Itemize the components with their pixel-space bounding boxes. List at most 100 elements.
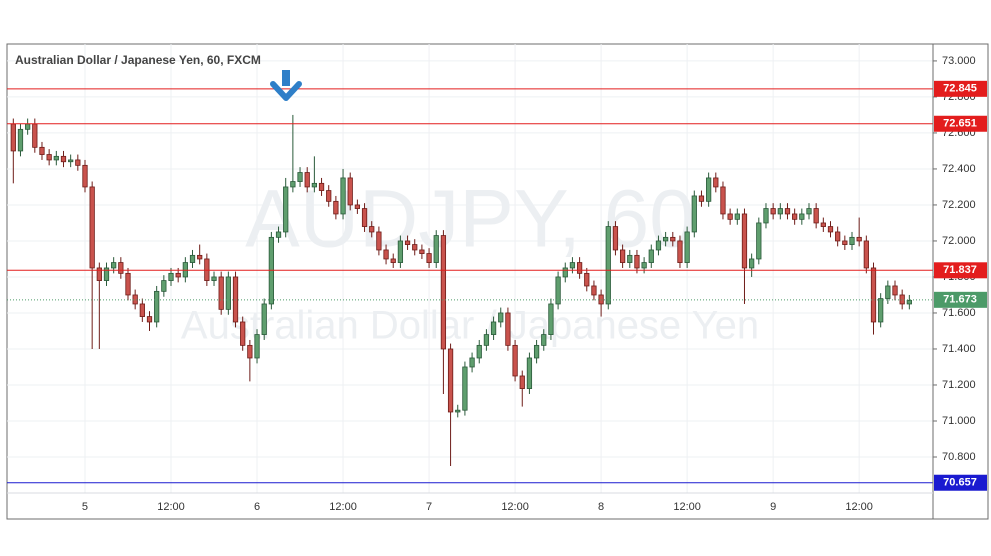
x-tick-label: 8: [598, 501, 604, 513]
candle-body: [440, 235, 447, 350]
candle-body: [541, 334, 547, 346]
candle-body: [706, 177, 712, 202]
candle-body: [247, 344, 253, 359]
candle-body: [670, 236, 676, 242]
candle-body: [240, 321, 246, 346]
y-tick-label: 72.200: [942, 199, 976, 211]
candle-body: [397, 240, 404, 263]
y-tick-label: 70.800: [942, 451, 976, 463]
candle-body: [727, 213, 733, 220]
candle-body: [799, 213, 805, 220]
candle-body: [426, 253, 432, 263]
candle-body: [548, 303, 554, 335]
candle-body: [526, 357, 533, 389]
candle-body: [584, 272, 590, 287]
candle-body: [605, 226, 611, 305]
candle-body: [103, 267, 110, 281]
candle-body: [340, 177, 346, 215]
axes: 70.80071.00071.20071.40071.60071.80072.0…: [82, 55, 987, 513]
candle-body: [641, 262, 647, 269]
candle-body: [569, 262, 576, 269]
x-tick-label: 6: [254, 501, 260, 513]
candle-body: [53, 155, 59, 161]
candle-body: [483, 334, 490, 346]
candle-body: [197, 254, 203, 260]
candle-body: [96, 267, 102, 281]
candle-body: [412, 244, 418, 251]
candle-body: [125, 272, 131, 296]
candle-body: [369, 226, 375, 233]
candle-body: [60, 155, 67, 163]
candle-body: [899, 294, 905, 305]
x-tick-label: 12:00: [845, 501, 873, 513]
candle-body: [677, 240, 683, 263]
candle-body: [390, 258, 396, 263]
candle-body: [254, 334, 260, 359]
candle-body: [204, 258, 210, 281]
price-label-box: [934, 291, 987, 308]
candle-body: [612, 226, 619, 251]
x-tick-label: 7: [426, 501, 432, 513]
candle-body: [684, 231, 690, 263]
annotation-arrow: [270, 70, 302, 101]
candle-body: [89, 186, 95, 269]
candle-body: [189, 254, 196, 263]
price-label-box: [934, 80, 987, 97]
candle-body: [648, 249, 654, 263]
candle-body: [476, 344, 482, 359]
candle-body: [75, 159, 81, 166]
candle-body: [404, 240, 411, 245]
candle-body: [161, 280, 167, 292]
candle-body: [218, 276, 224, 310]
x-tick-label: 12:00: [673, 501, 701, 513]
y-tick-label: 72.400: [942, 163, 976, 175]
candle-body: [698, 195, 705, 202]
y-tick-label: 71.400: [942, 343, 976, 355]
candle-body: [311, 182, 317, 188]
candle-body: [519, 375, 525, 389]
candle-body: [182, 262, 188, 278]
candle-body: [562, 267, 568, 278]
candle-body: [777, 208, 783, 215]
price-label: 72.845: [943, 83, 977, 95]
candle-body: [720, 186, 726, 215]
price-label-box: [934, 262, 987, 279]
y-tick-label: 71.200: [942, 379, 976, 391]
candle-body: [462, 366, 468, 411]
candle-body: [784, 208, 791, 215]
candle-body: [290, 181, 296, 188]
price-label-box: [934, 115, 987, 132]
candle-body: [842, 240, 848, 245]
candle-body: [25, 123, 31, 130]
price-label: 71.837: [943, 264, 977, 276]
candle-body: [354, 204, 361, 209]
candle-body: [827, 226, 834, 233]
candle-body: [383, 249, 389, 260]
candle-body: [211, 276, 217, 281]
chart-frame: [6, 43, 989, 520]
candle-body: [347, 177, 353, 206]
watermark-subtitle: Australian Dollar / Japanese Yen: [181, 304, 759, 348]
candle-body: [318, 182, 325, 191]
candle-body: [591, 285, 597, 296]
candle-body: [154, 290, 160, 323]
candle-body: [39, 146, 45, 155]
chart-title: Australian Dollar / Japanese Yen, 60, FX…: [15, 53, 261, 67]
candle-body: [490, 321, 497, 335]
y-tick-label: 71.600: [942, 307, 976, 319]
candle-body: [849, 236, 855, 245]
candle-body: [361, 208, 368, 227]
candle-body: [734, 213, 740, 220]
candle-body: [792, 213, 798, 220]
candle-body: [663, 236, 669, 242]
y-tick-label: 72.000: [942, 235, 976, 247]
candle-body: [261, 303, 267, 335]
candle-body: [376, 231, 382, 251]
candle-body: [892, 285, 898, 296]
candle-body: [856, 236, 862, 242]
price-label: 72.651: [943, 118, 977, 130]
y-tick-label: 71.000: [942, 415, 976, 427]
price-label-box: [934, 474, 987, 491]
candle-body: [225, 276, 231, 310]
